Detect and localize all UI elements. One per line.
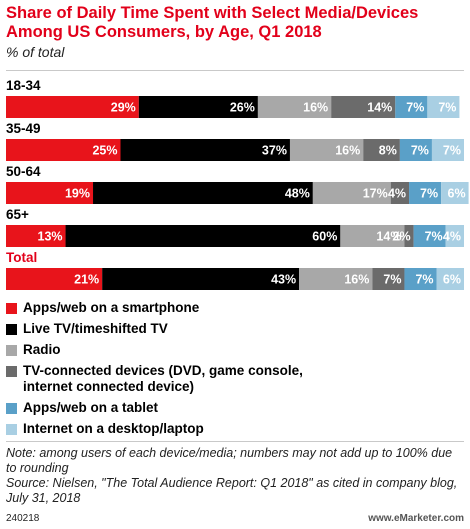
bar-segment	[404, 225, 414, 247]
category-label: 50-64	[6, 164, 41, 179]
legend-label: Apps/web on a smartphone	[23, 300, 200, 315]
chart-id: 240218	[6, 513, 40, 524]
data-label: 21%	[74, 273, 99, 287]
data-label: 16%	[303, 101, 328, 115]
bar-segment	[441, 182, 469, 204]
data-label: 7%	[438, 101, 456, 115]
note-text: Note: among users of each device/media; …	[6, 446, 453, 475]
legend-swatch	[6, 403, 17, 414]
bar-segment	[445, 225, 464, 247]
legend-swatch	[6, 366, 17, 377]
legend-label: TV-connected devices (DVD, game console,…	[23, 363, 303, 394]
bar-segment	[399, 139, 432, 161]
bar-segment	[120, 139, 290, 161]
data-label: 13%	[38, 230, 63, 244]
legend-item: Live TV/timeshifted TV	[6, 321, 464, 337]
bar-segment	[6, 268, 103, 290]
data-label: 7%	[425, 230, 443, 244]
legend-item: Apps/web on a tablet	[6, 400, 464, 416]
data-label: 26%	[230, 101, 255, 115]
chart-title: Share of Daily Time Spent with Select Me…	[6, 4, 419, 41]
data-label: 19%	[65, 187, 90, 201]
data-label: 16%	[344, 273, 369, 287]
bar-segment	[372, 268, 405, 290]
chart-subtitle: % of total	[6, 44, 65, 60]
bar-segment	[427, 96, 460, 118]
legend-item: Radio	[6, 342, 464, 358]
note-divider	[6, 441, 464, 442]
bar-segment	[6, 182, 94, 204]
data-label: 7%	[443, 144, 461, 158]
data-label: 29%	[111, 101, 136, 115]
bar-segment	[409, 182, 442, 204]
data-label: 4%	[443, 230, 461, 244]
data-label: 14%	[376, 230, 401, 244]
stacked-bar-chart: 18-34 29% 26% 16% 14% 7% 7% 35-49 25% 37% 16% 8% 7% 7…	[6, 78, 469, 290]
bar-segment	[299, 268, 373, 290]
legend-swatch	[6, 345, 17, 356]
legend-item: Apps/web on a smartphone	[6, 300, 464, 316]
top-divider	[6, 70, 464, 71]
category-label: 35-49	[6, 121, 41, 136]
legend-swatch	[6, 303, 17, 314]
data-label: 6%	[448, 187, 466, 201]
bar-segment	[436, 268, 464, 290]
legend-swatch	[6, 324, 17, 335]
data-label: 7%	[415, 273, 433, 287]
legend-label: Internet on a desktop/laptop	[23, 421, 204, 436]
bar-segment	[431, 139, 464, 161]
data-label: 7%	[420, 187, 438, 201]
bar-segment	[65, 225, 341, 247]
data-label: 14%	[367, 101, 392, 115]
source-text: Source: Nielsen, "The Total Audience Rep…	[6, 476, 458, 505]
bar-segment	[340, 225, 405, 247]
legend-swatch	[6, 424, 17, 435]
category-label: Total	[6, 250, 37, 265]
legend-label: Radio	[23, 342, 61, 357]
data-label: 25%	[92, 144, 117, 158]
bar-segment	[363, 139, 400, 161]
data-label: 2%	[393, 230, 411, 244]
chart-legend: Apps/web on a smartphone Live TV/timeshif…	[6, 300, 464, 442]
bar-segment	[413, 225, 446, 247]
data-label: 7%	[411, 144, 429, 158]
data-label: 17%	[363, 187, 388, 201]
data-label: 48%	[285, 187, 310, 201]
data-label: 37%	[262, 144, 287, 158]
data-label: 7%	[406, 101, 424, 115]
bar-segment	[312, 182, 391, 204]
data-label: 6%	[443, 273, 461, 287]
bar-segment	[6, 139, 121, 161]
category-label: 65+	[6, 207, 29, 222]
data-label: 60%	[312, 230, 337, 244]
bar-segment	[6, 225, 66, 247]
bar-segment	[6, 96, 139, 118]
bar-segment	[404, 268, 437, 290]
bar-segment	[93, 182, 313, 204]
bar-segment	[331, 96, 396, 118]
data-label: 7%	[383, 273, 401, 287]
bar-segment	[138, 96, 258, 118]
legend-label: Apps/web on a tablet	[23, 400, 159, 415]
legend-item: Internet on a desktop/laptop	[6, 421, 464, 437]
category-label: 18-34	[6, 78, 41, 93]
data-label: 16%	[335, 144, 360, 158]
legend-item: TV-connected devices (DVD, game console,…	[6, 363, 464, 395]
data-label: 43%	[271, 273, 296, 287]
data-label: 4%	[388, 187, 406, 201]
bar-segment	[289, 139, 364, 161]
bar-segment	[257, 96, 332, 118]
bar-segment	[102, 268, 300, 290]
emarketer-logo: www.eMarketer.com	[368, 513, 464, 524]
chart-notes: Note: among users of each device/media; …	[6, 446, 464, 506]
bar-segment	[395, 96, 428, 118]
bar-segment	[390, 182, 410, 204]
legend-label: Live TV/timeshifted TV	[23, 321, 168, 336]
data-label: 8%	[379, 144, 397, 158]
footer: 240218 www.eMarketer.com	[6, 513, 464, 524]
